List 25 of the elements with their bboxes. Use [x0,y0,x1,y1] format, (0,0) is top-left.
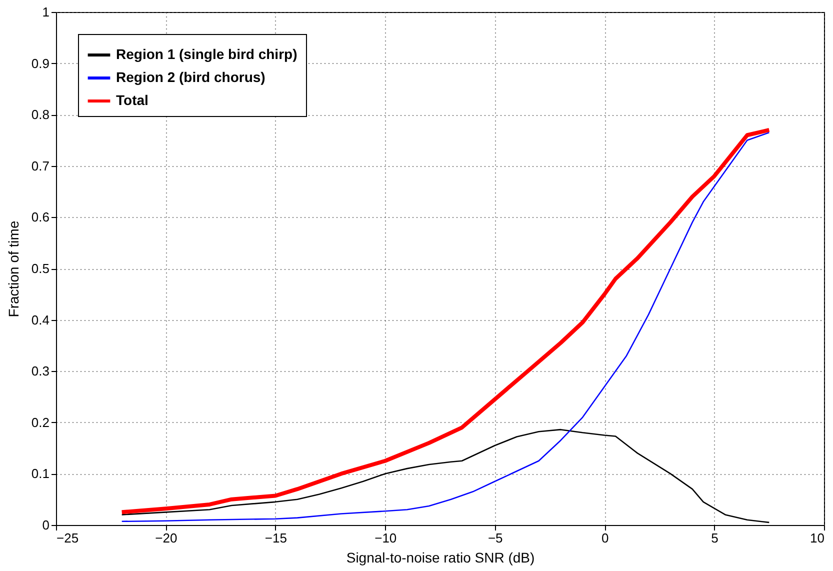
x-axis-title: Signal-to-noise ratio SNR (dB) [346,550,535,566]
y-tick-label: 0.3 [31,364,50,379]
y-tick-label: 0.6 [31,210,50,225]
y-tick-label: 0.4 [31,312,50,328]
legend-label: Region 1 (single bird chirp) [116,46,298,62]
x-tick-label: −25 [56,530,79,546]
y-tick-label: 1 [42,4,50,20]
legend-label: Total [116,92,148,108]
y-axis-title: Fraction of time [5,220,22,318]
y-tick-label: 0 [42,518,50,532]
y-tick-label: 0.5 [31,261,50,276]
x-tick-label: 5 [711,530,718,546]
y-tick-label: 0.9 [31,56,50,71]
line-series [121,428,770,524]
x-tick-label: −15 [264,530,287,546]
y-tick-label: 0.7 [31,158,50,174]
x-tick-label: −20 [155,530,178,546]
y-tick-label: 0.2 [31,414,50,430]
x-tick-label: 10 [810,530,824,546]
x-tick-label: −10 [374,530,397,546]
y-tick-label: 0.1 [31,466,50,482]
legend-label: Region 2 (bird chorus) [116,69,266,85]
x-tick-label: 0 [601,530,609,546]
y-tick-label: 0.8 [31,107,50,122]
x-tick-label: −5 [488,530,503,546]
